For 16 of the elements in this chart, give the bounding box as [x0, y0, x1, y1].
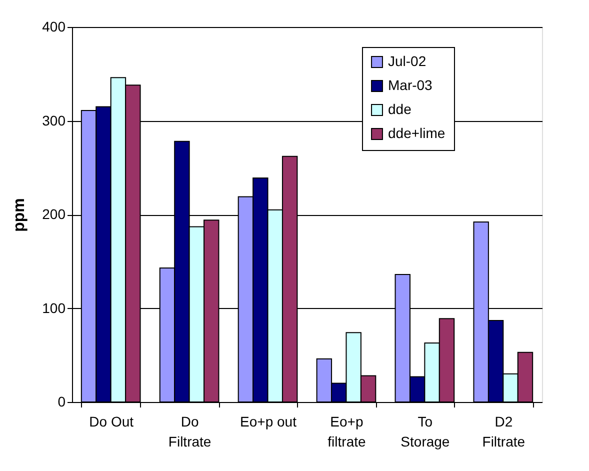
- x-tick-label: To Storage: [400, 414, 450, 450]
- legend-label: Jul-02: [388, 53, 426, 69]
- x-tick-label: Eo+p out: [240, 414, 297, 430]
- legend-label: dde: [388, 101, 412, 117]
- y-tick-label: 0: [58, 394, 66, 410]
- legend-label: dde+lime: [388, 125, 446, 141]
- x-tick-label: D2 Filtrate: [482, 414, 526, 450]
- y-axis-title: ppm: [11, 198, 28, 232]
- x-tick-label: Do Out: [89, 414, 134, 430]
- y-tick-label: 300: [42, 112, 66, 128]
- y-tick-label: 100: [42, 300, 66, 316]
- y-tick-label: 200: [42, 206, 66, 222]
- legend-label: Mar-03: [388, 77, 433, 93]
- x-tick-label: Do Filtrate: [168, 414, 212, 450]
- y-tick-label: 400: [42, 18, 66, 34]
- x-tick-label: Eo+p filtrate: [328, 414, 366, 450]
